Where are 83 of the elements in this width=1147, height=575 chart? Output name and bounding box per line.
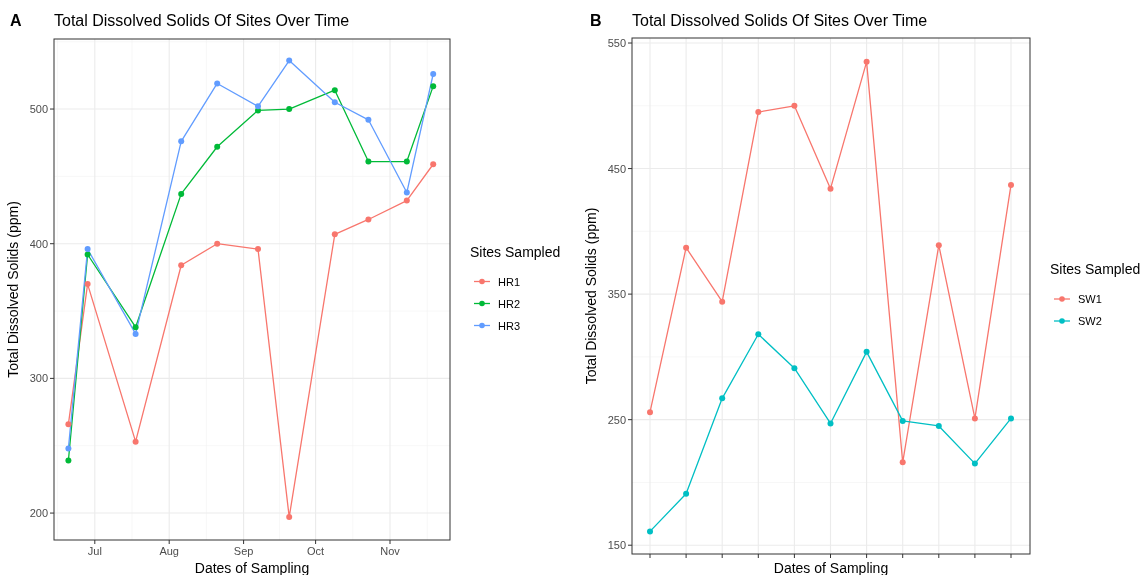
point (84, 281, 91, 288)
point (827, 185, 834, 192)
point (286, 106, 293, 113)
y-axis-title: Total Dissolved Solids (ppm) (583, 207, 599, 385)
text: B (590, 12, 602, 29)
text: A (10, 12, 22, 29)
point (791, 365, 798, 372)
point (65, 421, 72, 428)
x-tick-label: Jul (87, 545, 102, 557)
chart-title: Total Dissolved Solids Of Sites Over Time (632, 12, 928, 29)
point (214, 80, 221, 87)
point (403, 189, 410, 196)
legend-label: HR3 (498, 319, 521, 332)
point (683, 490, 690, 497)
point (132, 438, 139, 445)
point (791, 102, 798, 109)
y-tick-label: 500 (29, 103, 48, 116)
point (1008, 415, 1014, 422)
point (403, 197, 410, 204)
point (365, 116, 372, 123)
point (178, 190, 185, 197)
y-axis-title: Total Dissolved Solids (ppm) (5, 201, 21, 378)
point (365, 158, 372, 165)
point (430, 161, 437, 168)
point (132, 330, 139, 337)
point (286, 57, 293, 64)
point (935, 242, 942, 249)
point (430, 71, 437, 78)
point (899, 417, 906, 424)
x-tick-label: Oct (307, 545, 325, 557)
point (214, 240, 221, 247)
chart-title: Total Dissolved Solids Of Sites Over Time (54, 12, 350, 29)
point (1008, 181, 1014, 188)
y-tick-label: 350 (607, 288, 626, 301)
point (178, 138, 185, 145)
legend-title: Sites Sampled (470, 243, 561, 260)
point (214, 143, 221, 150)
point (683, 244, 690, 251)
point (331, 231, 338, 238)
point (255, 246, 261, 253)
y-tick-label: 200 (29, 507, 48, 520)
point (719, 298, 726, 305)
legend-label: SW2 (1078, 315, 1102, 327)
point (84, 251, 91, 258)
point (403, 158, 410, 165)
legend-label: SW1 (1078, 293, 1102, 305)
point (178, 262, 185, 269)
y-tick-label: 300 (29, 372, 48, 385)
point (755, 331, 762, 338)
point (647, 409, 653, 416)
point (331, 87, 338, 94)
point (365, 216, 372, 223)
x-tick-label: Sep (233, 545, 254, 557)
legend-label: HR2 (498, 297, 521, 310)
point (65, 457, 72, 464)
point (255, 103, 261, 110)
legend-label: HR1 (498, 275, 521, 288)
point (863, 58, 870, 65)
x-axis-title: Dates of Sampling (194, 560, 310, 575)
point (84, 246, 91, 253)
point (935, 422, 942, 429)
y-tick-label: 450 (607, 162, 626, 175)
point (331, 99, 338, 106)
point (132, 324, 139, 331)
point (971, 415, 978, 422)
point (899, 459, 906, 466)
point (719, 395, 726, 402)
point (65, 445, 72, 452)
point (827, 420, 834, 427)
point (430, 83, 437, 90)
point (971, 460, 978, 467)
point (755, 109, 762, 116)
y-tick-label: 550 (607, 37, 626, 50)
x-tick-label: Aug (159, 545, 179, 557)
legend-title: Sites Sampled (1050, 261, 1141, 277)
y-tick-label: 150 (607, 539, 626, 552)
y-tick-label: 400 (29, 237, 48, 250)
point (863, 348, 870, 355)
y-tick-label: 250 (607, 413, 626, 426)
point (647, 528, 653, 535)
point (286, 514, 293, 521)
x-axis-title: Dates of Sampling (773, 560, 889, 575)
x-tick-label: Nov (380, 545, 401, 557)
